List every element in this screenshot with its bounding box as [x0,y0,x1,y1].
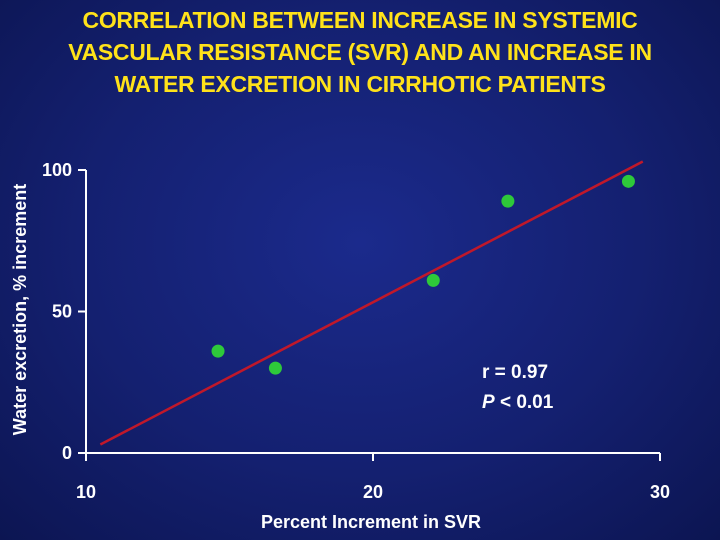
y-tick-label: 50 [52,302,72,322]
p-value-label: P < 0.01 [482,392,554,413]
y-tick-label: 0 [62,443,72,463]
y-tick-label: 100 [42,160,72,180]
p-value: < 0.01 [495,392,554,413]
data-point [268,361,282,375]
x-tick-label: 30 [650,482,670,502]
x-axis-label: Percent Increment in SVR [261,512,481,532]
axes [85,170,660,454]
p-symbol: P [482,392,495,413]
y-axis-label: Water excretion, % increment [10,184,30,435]
data-points [211,174,635,375]
data-point [426,273,440,287]
data-point [211,344,225,358]
x-ticks: 10 20 30 [76,453,670,502]
x-tick-label: 10 [76,482,96,502]
y-ticks: 0 50 100 [42,160,86,463]
x-tick-label: 20 [363,482,383,502]
data-point [621,174,635,188]
data-point [501,194,515,208]
slide-title: CORRELATION BETWEEN INCREASE IN SYSTEMIC… [68,7,652,97]
regression-line [99,160,644,446]
correlation-coefficient-label: r = 0.97 [482,362,548,383]
